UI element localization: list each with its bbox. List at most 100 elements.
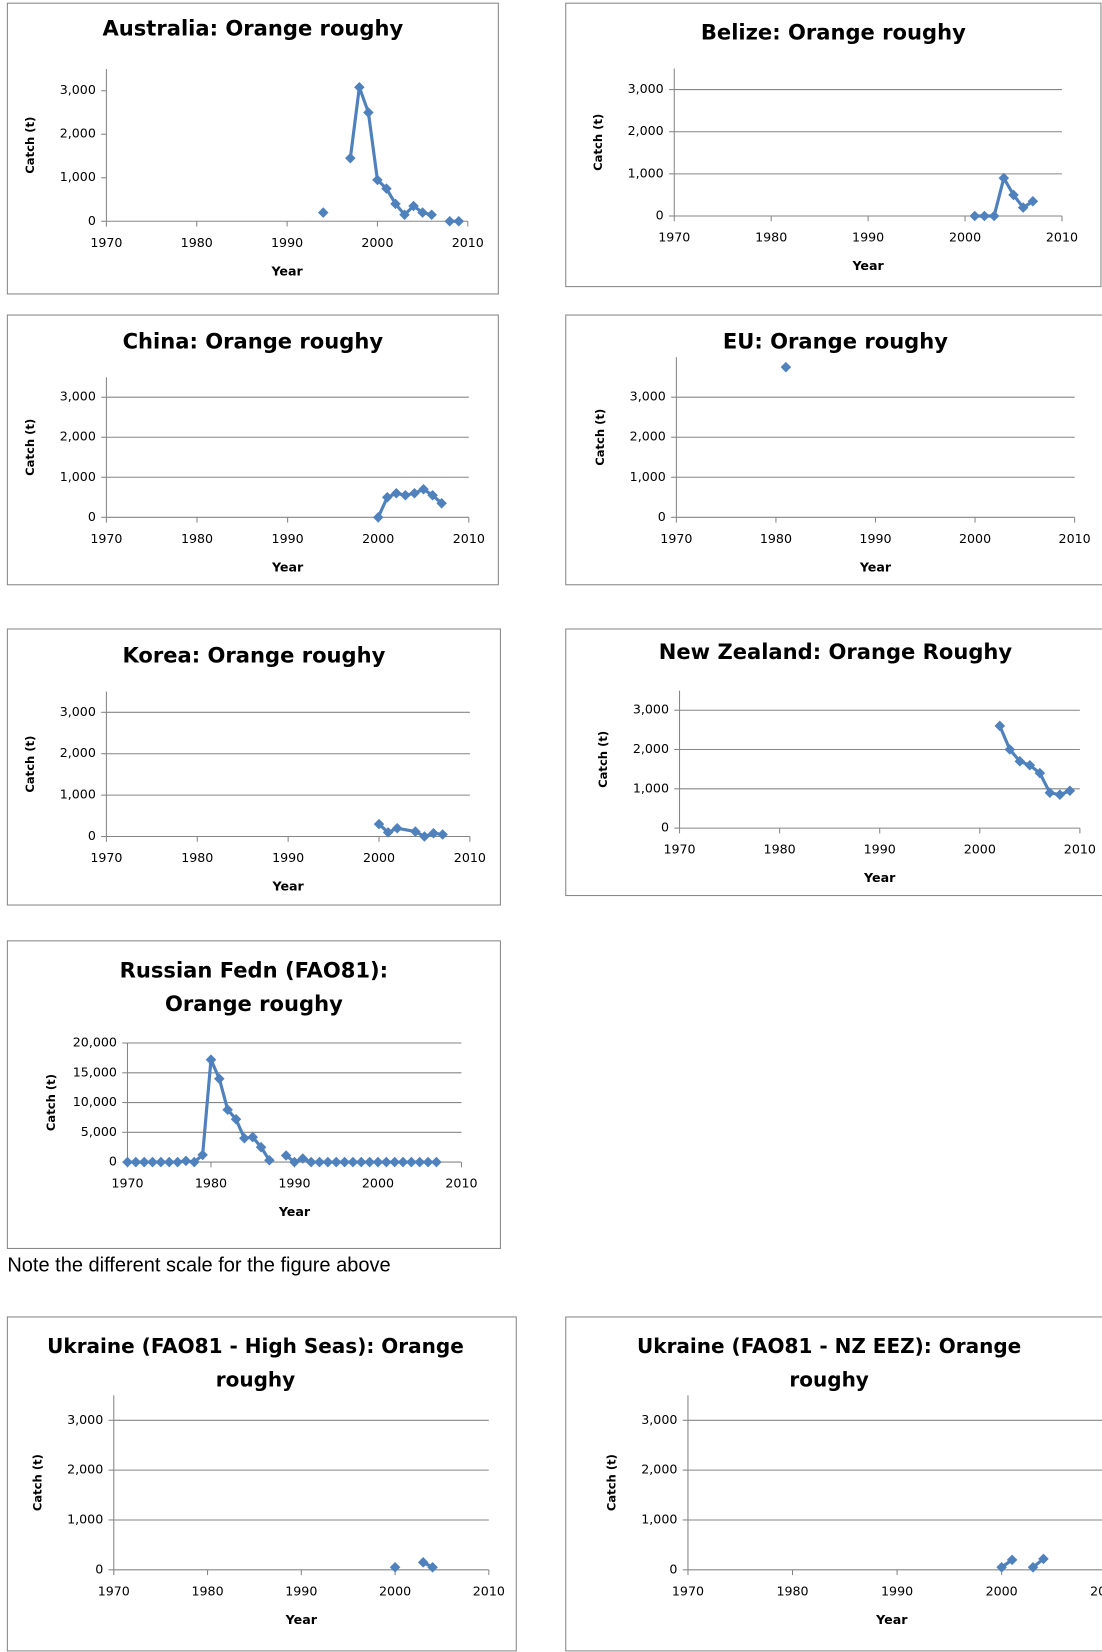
chart-title: Korea: Orange roughy <box>122 642 385 667</box>
data-point <box>1004 744 1016 755</box>
x-axis-label: Year <box>859 559 892 574</box>
data-point <box>330 1156 342 1168</box>
x-tick-label: 2000 <box>361 235 393 250</box>
data-point <box>390 198 401 210</box>
data-point <box>189 1156 200 1168</box>
y-tick-label: 2,000 <box>630 429 666 444</box>
y-tick-label: 0 <box>95 1561 103 1576</box>
data-point <box>1038 1553 1049 1565</box>
data-point <box>363 107 374 118</box>
y-axis-label: Catch (t) <box>23 736 37 793</box>
data-point <box>289 1156 300 1168</box>
data-point <box>372 1156 384 1168</box>
data-point <box>994 720 1006 732</box>
x-tick-label: 1990 <box>881 1583 913 1598</box>
y-tick-label: 2,000 <box>633 741 669 756</box>
data-point <box>988 210 1000 222</box>
data-point <box>418 484 429 495</box>
data-point <box>419 831 430 842</box>
y-tick-label: 0 <box>656 208 664 223</box>
y-tick-label: 0 <box>88 828 96 843</box>
data-point <box>297 1153 309 1164</box>
y-axis-label: Catch (t) <box>605 1454 619 1511</box>
y-tick-label: 1,000 <box>633 780 669 795</box>
chart-title: Ukraine (FAO81 - NZ EEZ): Orange <box>637 1334 1021 1358</box>
x-tick-label: 2000 <box>362 531 394 546</box>
data-point <box>391 488 402 499</box>
y-tick-label: 1,000 <box>630 469 666 484</box>
x-tick-label: 2010 <box>1064 842 1096 857</box>
x-tick-label: 1970 <box>90 531 122 546</box>
x-tick-label: 2000 <box>379 1583 411 1598</box>
x-tick-label: 1970 <box>658 230 690 245</box>
data-point <box>122 1156 133 1168</box>
x-tick-label: 2010 <box>1046 230 1078 245</box>
x-tick-label: 1980 <box>181 850 213 865</box>
y-tick-label: 3,000 <box>628 81 664 96</box>
chart-title: Belize: Orange roughy <box>701 20 966 45</box>
data-point <box>998 172 1010 184</box>
x-tick-label: 2010 <box>1090 1583 1102 1598</box>
x-tick-label: 1980 <box>755 230 787 245</box>
data-point <box>1027 195 1039 207</box>
x-tick-label: 1990 <box>859 531 891 546</box>
data-point <box>347 1156 359 1168</box>
data-line <box>348 86 433 218</box>
data-point <box>444 216 455 227</box>
data-point <box>339 1156 350 1168</box>
data-point <box>230 1113 242 1125</box>
y-tick-label: 1,000 <box>60 169 96 184</box>
x-axis-label: Year <box>271 559 304 574</box>
y-tick-label: 10,000 <box>73 1094 117 1109</box>
data-point <box>969 210 981 222</box>
y-axis-label: Catch (t) <box>44 1074 58 1131</box>
x-tick-label: 1990 <box>864 842 896 857</box>
chart-title: New Zealand: Orange Roughy <box>659 639 1013 664</box>
data-point <box>979 210 990 222</box>
data-point <box>1064 785 1076 797</box>
y-tick-label: 2,000 <box>60 745 96 760</box>
y-tick-label: 15,000 <box>73 1064 117 1079</box>
x-axis-label: Year <box>278 1204 311 1219</box>
x-tick-label: 2000 <box>959 531 991 546</box>
x-tick-label: 2000 <box>363 850 395 865</box>
x-tick-label: 2000 <box>964 842 996 857</box>
x-tick-label: 1990 <box>278 1176 310 1191</box>
x-axis-label: Year <box>270 263 303 278</box>
chart-panel <box>6 314 499 586</box>
y-tick-label: 3,000 <box>60 82 96 97</box>
chart-panel <box>6 940 501 1249</box>
chart-panel <box>6 1316 517 1652</box>
y-tick-label: 3,000 <box>630 389 666 404</box>
y-tick-label: 3,000 <box>60 704 96 719</box>
x-tick-label: 2010 <box>452 235 484 250</box>
x-tick-label: 1970 <box>90 235 122 250</box>
x-tick-label: 2010 <box>454 850 486 865</box>
data-point <box>1044 787 1056 799</box>
y-axis-label: Catch (t) <box>23 117 37 174</box>
x-axis-label: Year <box>285 1612 318 1627</box>
data-point <box>996 1562 1007 1573</box>
data-point <box>264 1155 275 1166</box>
x-tick-label: 1980 <box>195 1176 227 1191</box>
data-point <box>422 1156 434 1168</box>
data-point <box>414 1156 425 1168</box>
chart-title: EU: Orange roughy <box>723 328 948 353</box>
data-point <box>426 209 437 221</box>
x-tick-label: 1980 <box>191 1583 223 1598</box>
note: Note the different scale for the figure … <box>7 1255 390 1277</box>
chart-panel <box>565 628 1102 897</box>
y-tick-label: 2,000 <box>641 1462 677 1477</box>
data-point <box>409 488 420 499</box>
data-point <box>453 216 465 227</box>
data-point <box>222 1104 233 1115</box>
x-tick-label: 1990 <box>272 531 304 546</box>
x-tick-label: 1970 <box>90 850 122 865</box>
data-point <box>431 1156 442 1168</box>
chart-title: Russian Fedn (FAO81): <box>120 957 388 982</box>
data-point <box>1008 189 1019 201</box>
chart-title: Orange roughy <box>165 991 343 1016</box>
data-point <box>389 1562 401 1573</box>
y-tick-label: 1,000 <box>628 165 664 180</box>
y-tick-label: 2,000 <box>60 126 96 141</box>
